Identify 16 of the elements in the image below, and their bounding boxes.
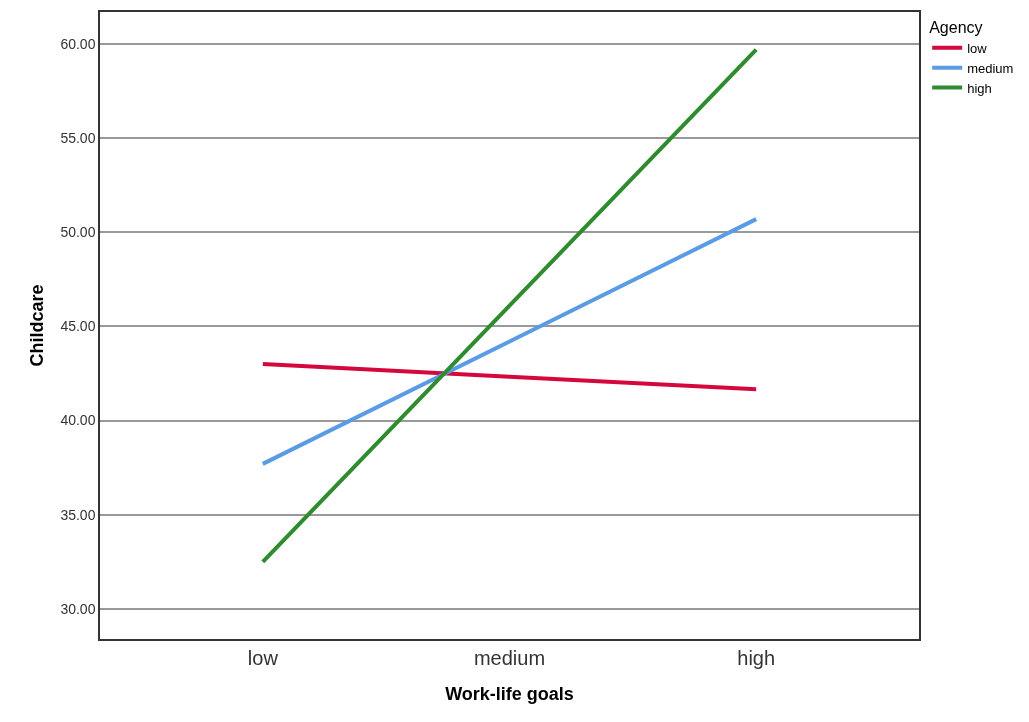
legend-label: medium: [967, 60, 1014, 76]
legend-label: high: [967, 80, 992, 96]
legend-title: Agency: [929, 18, 983, 36]
legend-label: low: [967, 40, 988, 56]
y-tick-label: 55.00: [60, 130, 96, 147]
x-axis-title: Work-life goals: [445, 684, 574, 705]
y-tick-label: 30.00: [60, 600, 96, 617]
y-tick-label: 35.00: [60, 506, 96, 523]
y-tick-label: 45.00: [60, 318, 96, 335]
y-axis-title: Childcare: [27, 284, 48, 367]
x-tick-label: medium: [473, 646, 546, 669]
y-tick-label: 50.00: [60, 224, 96, 241]
y-tick-label: 60.00: [60, 35, 96, 52]
x-tick-label: high: [737, 646, 776, 669]
y-tick-label: 40.00: [60, 412, 96, 429]
x-tick-label: low: [247, 646, 279, 669]
